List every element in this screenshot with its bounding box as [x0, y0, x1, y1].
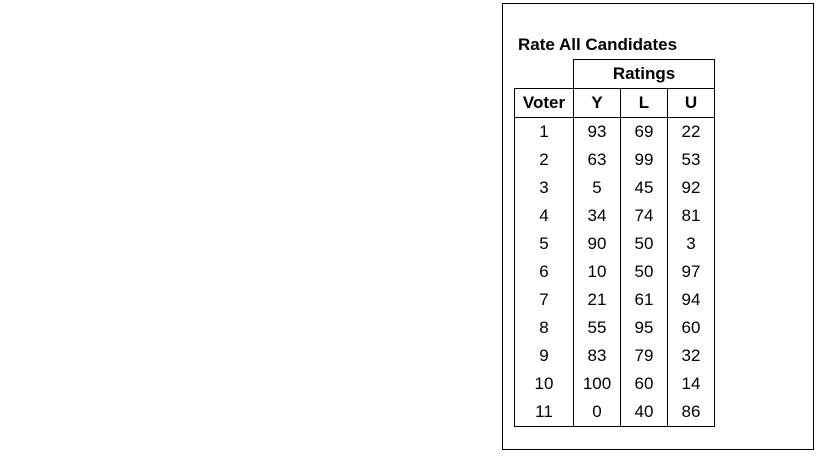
rating-u-cell: 92	[667, 174, 715, 202]
rating-y-cell: 83	[573, 342, 621, 370]
voter-cell: 4	[514, 202, 574, 230]
rating-y-cell: 90	[573, 230, 621, 258]
table-row: 2 63 99 53	[514, 146, 715, 174]
voter-cell: 2	[514, 146, 574, 174]
rating-u-cell: 53	[667, 146, 715, 174]
voter-cell: 10	[514, 370, 574, 398]
voter-cell: 5	[514, 230, 574, 258]
voter-cell: 6	[514, 258, 574, 286]
rating-u-cell: 86	[667, 398, 715, 427]
rating-u-cell: 32	[667, 342, 715, 370]
rating-u-cell: 94	[667, 286, 715, 314]
column-header-u: U	[667, 88, 715, 118]
rating-u-cell: 97	[667, 258, 715, 286]
rating-y-cell: 21	[573, 286, 621, 314]
rating-l-cell: 95	[620, 314, 668, 342]
table-row: 10 100 60 14	[514, 370, 715, 398]
rating-y-cell: 55	[573, 314, 621, 342]
rating-l-cell: 40	[620, 398, 668, 427]
sheet-title: Rate All Candidates	[518, 35, 678, 54]
column-header-l: L	[620, 88, 668, 118]
rating-l-cell: 61	[620, 286, 668, 314]
table-row: 9 83 79 32	[514, 342, 715, 370]
rating-u-cell: 81	[667, 202, 715, 230]
voter-cell: 7	[514, 286, 574, 314]
rating-u-cell: 60	[667, 314, 715, 342]
rating-l-cell: 74	[620, 202, 668, 230]
voter-cell: 9	[514, 342, 574, 370]
ratings-group-header: Ratings	[573, 59, 715, 89]
rating-l-cell: 69	[620, 117, 668, 146]
rating-l-cell: 99	[620, 146, 668, 174]
table-row: 11 0 40 86	[514, 398, 715, 427]
column-header-y: Y	[573, 88, 621, 118]
column-header-voter: Voter	[514, 88, 574, 118]
rating-y-cell: 10	[573, 258, 621, 286]
voter-cell: 3	[514, 174, 574, 202]
table-row: 6 10 50 97	[514, 258, 715, 286]
table-row: 7 21 61 94	[514, 286, 715, 314]
rating-l-cell: 45	[620, 174, 668, 202]
voter-cell: 1	[514, 117, 574, 146]
empty-header-cell	[515, 60, 574, 89]
rating-u-cell: 14	[667, 370, 715, 398]
rating-l-cell: 60	[620, 370, 668, 398]
table-row: 3 5 45 92	[514, 174, 715, 202]
voter-cell: 8	[514, 314, 574, 342]
voter-cell: 11	[514, 398, 574, 427]
table-row: 4 34 74 81	[514, 202, 715, 230]
ratings-table: Ratings Voter Y L U 1 93 69 22 2 63 99 53 3 5 45 92…	[514, 59, 715, 427]
rating-u-cell: 22	[667, 117, 715, 146]
group-header-row: Ratings	[515, 59, 715, 89]
rating-y-cell: 5	[573, 174, 621, 202]
table-row: 1 93 69 22	[514, 117, 715, 146]
table-body: 1 93 69 22 2 63 99 53 3 5 45 92 4 34 74 81 5 90 50 3 6 10 50 97…	[514, 117, 715, 427]
rating-u-cell: 3	[667, 230, 715, 258]
rating-y-cell: 34	[573, 202, 621, 230]
rating-y-cell: 63	[573, 146, 621, 174]
rating-l-cell: 50	[620, 258, 668, 286]
content-frame	[502, 3, 814, 450]
table-row: 5 90 50 3	[514, 230, 715, 258]
column-header-row: Voter Y L U	[514, 88, 715, 118]
rating-y-cell: 0	[573, 398, 621, 427]
table-row: 8 55 95 60	[514, 314, 715, 342]
rating-l-cell: 50	[620, 230, 668, 258]
rating-y-cell: 100	[573, 370, 621, 398]
rating-y-cell: 93	[573, 117, 621, 146]
rating-l-cell: 79	[620, 342, 668, 370]
